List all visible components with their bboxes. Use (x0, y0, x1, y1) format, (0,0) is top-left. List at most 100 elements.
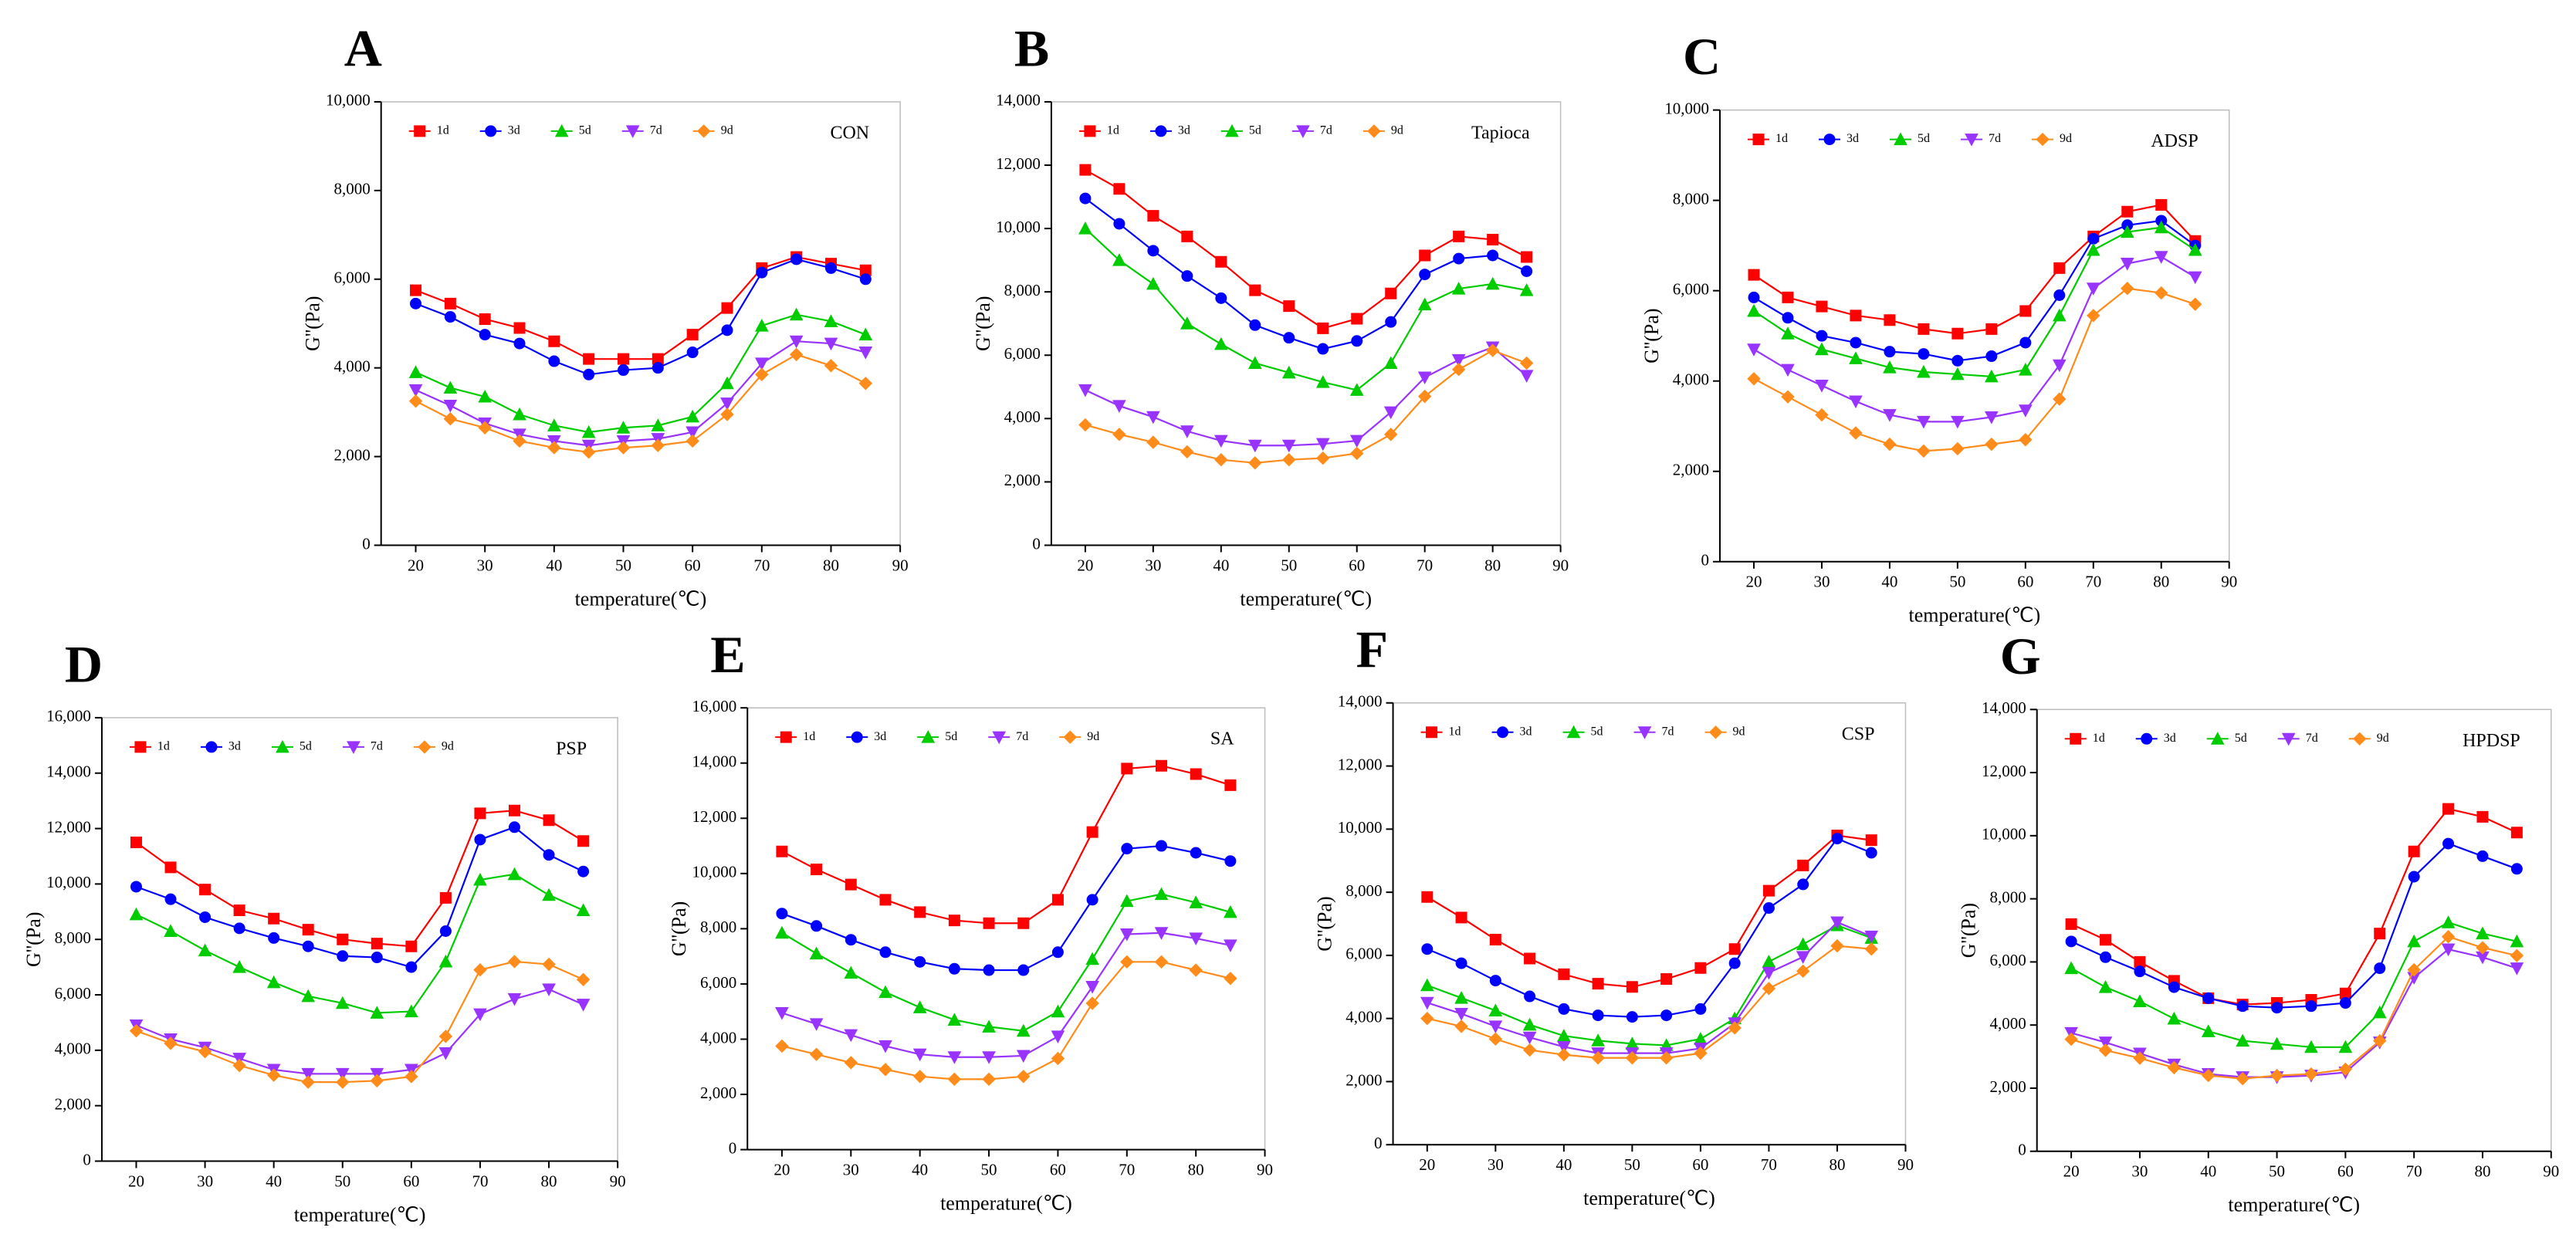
data-point (1249, 319, 1261, 331)
data-point (1189, 895, 1203, 908)
data-point (1078, 384, 1092, 397)
data-point (1762, 982, 1776, 996)
data-point (1419, 249, 1431, 262)
x-axis-label: temperature(℃) (575, 587, 707, 610)
data-point (1884, 346, 1896, 358)
series-line (1085, 198, 1528, 350)
y-tick-label: 2,000 (1004, 471, 1041, 489)
y-tick-label: 14,000 (1338, 692, 1383, 711)
data-point (1694, 1046, 1708, 1060)
x-tick-label: 20 (128, 1172, 144, 1190)
data-point (912, 1048, 927, 1062)
y-tick-label: 12,000 (1982, 762, 2026, 780)
legend-marker (2036, 132, 2050, 147)
legend-marker (1225, 123, 1239, 137)
series-line (136, 988, 584, 1075)
legend-marker (921, 730, 936, 743)
data-point (947, 1072, 962, 1087)
data-point (2121, 205, 2134, 218)
y-tick-label: 10,000 (996, 218, 1041, 236)
data-point (1519, 356, 1534, 370)
legend-label: 7d (1989, 132, 2001, 145)
data-point (982, 1020, 996, 1033)
x-tick-label: 30 (197, 1172, 213, 1190)
x-tick-label: 90 (1257, 1160, 1273, 1178)
data-point (686, 347, 699, 359)
data-point (878, 1040, 892, 1053)
legend-label: 9d (2060, 132, 2072, 145)
data-point (685, 434, 699, 448)
data-point (232, 960, 246, 973)
data-point (198, 1044, 212, 1059)
data-point (1051, 1030, 1065, 1043)
series-line (136, 826, 584, 969)
data-point (1454, 1020, 1468, 1033)
data-point (755, 367, 769, 381)
data-point (1113, 218, 1126, 230)
y-tick-label: 2,000 (55, 1094, 91, 1113)
legend-marker (2281, 732, 2296, 746)
legend-label: 3d (1520, 725, 1532, 738)
data-point (2201, 1024, 2215, 1037)
data-point (858, 327, 873, 341)
data-point (2052, 359, 2067, 373)
data-point (507, 867, 522, 881)
y-tick-label: 14,000 (692, 752, 736, 771)
data-point (2134, 955, 2146, 968)
data-point (1865, 834, 1877, 847)
data-point (2188, 242, 2202, 256)
data-point (1782, 312, 1794, 324)
data-point (1951, 354, 1964, 367)
data-point (2086, 242, 2100, 256)
legend-label: 3d (874, 730, 886, 743)
legend-marker (134, 741, 147, 753)
data-point (1762, 955, 1776, 968)
x-tick-label: 70 (2406, 1162, 2422, 1181)
x-tick-label: 30 (1145, 556, 1161, 574)
series-line (415, 353, 866, 453)
data-point (1451, 282, 1466, 295)
data-point (508, 804, 520, 817)
legend-label: 1d (157, 740, 170, 753)
data-point (2236, 1071, 2249, 1086)
series-line (1085, 228, 1527, 391)
data-point (651, 418, 665, 431)
data-point (1883, 360, 1897, 374)
x-tick-label: 30 (843, 1160, 859, 1178)
data-point (439, 925, 452, 937)
legend-label: 9d (1733, 725, 1745, 738)
data-point (370, 1006, 384, 1019)
data-point (2202, 992, 2215, 1004)
legend-marker (1155, 125, 1167, 137)
legend-marker (1637, 726, 1652, 739)
data-point (2019, 305, 2032, 317)
data-point (581, 424, 596, 438)
data-point (1385, 287, 1397, 299)
data-point (686, 329, 699, 341)
y-tick-label: 6,000 (1673, 279, 1709, 298)
data-point (1154, 955, 1169, 969)
data-point (1558, 968, 1570, 980)
data-point (1247, 356, 1262, 370)
data-point (1797, 859, 1809, 871)
panel-label: E (710, 625, 745, 684)
y-tick-label: 8,000 (1989, 888, 2026, 906)
data-point (1864, 942, 1878, 956)
data-point (2053, 289, 2066, 302)
data-point (1985, 437, 1999, 451)
data-point (790, 253, 803, 265)
y-tick-label: 6,000 (1989, 951, 2026, 969)
data-point (1489, 975, 1501, 987)
data-point (2064, 1032, 2078, 1047)
data-point (130, 881, 142, 893)
data-point (1189, 932, 1203, 945)
data-point (2408, 845, 2420, 857)
data-point (1085, 981, 1099, 994)
data-point (2373, 1033, 2387, 1048)
y-tick-label: 2,000 (700, 1084, 736, 1102)
x-tick-label: 60 (2017, 573, 2033, 591)
data-point (2167, 1011, 2182, 1025)
data-point (2019, 336, 2032, 349)
y-tick-label: 4,000 (1989, 1014, 2026, 1033)
data-point (302, 940, 314, 952)
